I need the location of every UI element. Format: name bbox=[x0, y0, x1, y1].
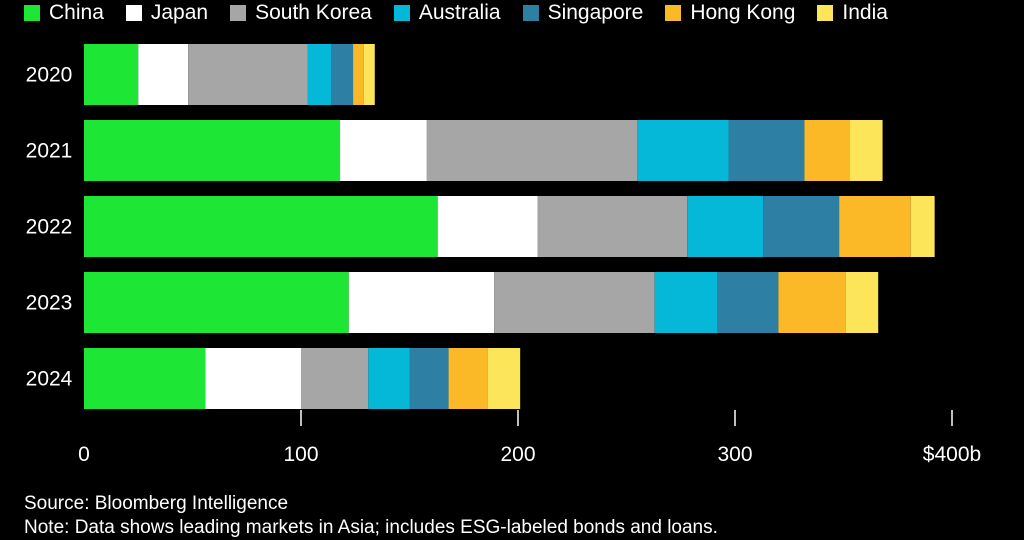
legend-item-india: India bbox=[817, 0, 888, 26]
bar-segment-2022-japan bbox=[437, 196, 538, 257]
bar-segment-2023-japan bbox=[348, 272, 495, 333]
bar-segment-2021-india bbox=[850, 120, 883, 181]
bar-segment-2024-south-korea bbox=[301, 348, 369, 409]
legend-label-south-korea: South Korea bbox=[255, 1, 372, 24]
x-tick-label-0: 0 bbox=[78, 443, 90, 466]
bar-segment-2021-japan bbox=[340, 120, 427, 181]
legend-swatch-china bbox=[24, 5, 40, 21]
legend-label-australia: Australia bbox=[418, 1, 501, 24]
bar-segment-2022-south-korea bbox=[537, 196, 688, 257]
bar-segment-2024-china bbox=[84, 348, 206, 409]
bar-segment-2024-australia bbox=[368, 348, 410, 409]
bar-segment-2024-india bbox=[487, 348, 521, 409]
bar-segment-2021-singapore bbox=[728, 120, 805, 181]
year-labels: 2020 2021 2022 2023 2024 bbox=[26, 64, 73, 391]
bars-layer bbox=[84, 44, 935, 409]
legend-label-hong-kong: Hong Kong bbox=[690, 1, 796, 24]
bar-segment-2020-india bbox=[363, 44, 375, 105]
bar-segment-2020-south-korea bbox=[188, 44, 308, 105]
legend-item-china: China bbox=[24, 0, 104, 26]
x-tick-label-100: 100 bbox=[283, 443, 318, 466]
x-tick-label-300: 300 bbox=[717, 443, 752, 466]
bar-segment-2023-hong-kong bbox=[778, 272, 846, 333]
bar-segment-2022-singapore bbox=[763, 196, 840, 257]
bar-segment-2020-hong-kong bbox=[353, 44, 364, 105]
bar-segment-2024-japan bbox=[205, 348, 301, 409]
note-text: Note: Data shows leading markets in Asia… bbox=[24, 517, 718, 538]
bar-segment-2020-japan bbox=[138, 44, 189, 105]
bar-segment-2024-singapore bbox=[409, 348, 449, 409]
legend-label-singapore: Singapore bbox=[547, 1, 644, 24]
year-label-2021: 2021 bbox=[26, 140, 73, 163]
legend-item-japan: Japan bbox=[125, 0, 209, 26]
bar-segment-2022-australia bbox=[687, 196, 764, 257]
year-label-2024: 2024 bbox=[26, 368, 73, 391]
year-label-2022: 2022 bbox=[26, 216, 73, 239]
legend-label-india: India bbox=[842, 1, 888, 24]
legend-swatch-south-korea bbox=[230, 5, 247, 21]
legend-swatch-hong-kong bbox=[665, 5, 682, 21]
bar-segment-2020-singapore bbox=[331, 44, 354, 105]
source-text: Source: Bloomberg Intelligence bbox=[24, 493, 289, 514]
bar-segment-2021-australia bbox=[637, 120, 729, 181]
chart-footer: Source: Bloomberg Intelligence Note: Dat… bbox=[24, 492, 718, 540]
x-tick-label-400: $400b bbox=[923, 443, 981, 466]
bar-segment-2021-south-korea bbox=[426, 120, 638, 181]
chart-legend: China Japan South Korea Australia Singapore H… bbox=[24, 0, 910, 26]
legend-label-japan: Japan bbox=[150, 1, 209, 24]
legend-item-south-korea: South Korea bbox=[230, 0, 372, 26]
bar-segment-2022-hong-kong bbox=[839, 196, 911, 257]
legend-swatch-india bbox=[817, 5, 834, 21]
legend-label-china: China bbox=[49, 1, 104, 24]
legend-swatch-australia bbox=[393, 5, 410, 21]
bar-segment-2023-china bbox=[84, 272, 349, 333]
x-axis: 0 100 200 300 $400b bbox=[78, 410, 981, 466]
bar-segment-2022-china bbox=[84, 196, 438, 257]
bar-segment-2023-india bbox=[845, 272, 879, 333]
bar-segment-2024-hong-kong bbox=[448, 348, 488, 409]
bar-segment-2021-hong-kong bbox=[804, 120, 851, 181]
bar-segment-2021-china bbox=[84, 120, 341, 181]
x-tick-label-200: 200 bbox=[500, 443, 535, 466]
bar-segment-2023-australia bbox=[654, 272, 718, 333]
bar-segment-2023-south-korea bbox=[494, 272, 655, 333]
year-label-2023: 2023 bbox=[26, 292, 73, 315]
legend-item-singapore: Singapore bbox=[522, 0, 644, 26]
legend-swatch-japan bbox=[125, 5, 142, 21]
bar-segment-2020-china bbox=[84, 44, 139, 105]
bar-segment-2023-singapore bbox=[717, 272, 779, 333]
year-label-2020: 2020 bbox=[26, 64, 73, 87]
legend-item-hong-kong: Hong Kong bbox=[665, 0, 795, 26]
legend-swatch-singapore bbox=[522, 5, 539, 21]
legend-item-australia: Australia bbox=[393, 0, 501, 26]
bar-segment-2020-australia bbox=[307, 44, 332, 105]
bar-segment-2022-india bbox=[910, 196, 935, 257]
